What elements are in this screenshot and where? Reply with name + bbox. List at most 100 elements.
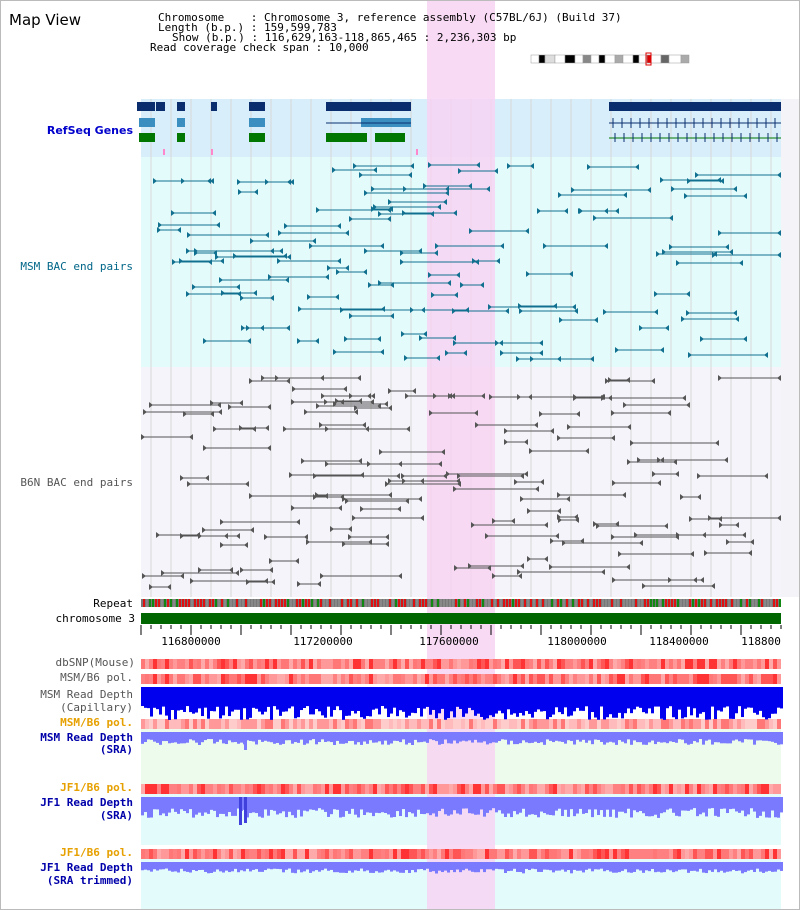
jf1-b6-pol-bin	[461, 784, 465, 794]
jf1-sra-depth-bar	[774, 797, 777, 818]
msm-sra-depth-bar	[417, 732, 420, 743]
msm-b6-pol-bin	[717, 674, 721, 684]
msm-b6-pol-2-bin	[233, 719, 237, 729]
track-label-dbsnp[interactable]: dbSNP(Mouse)	[55, 656, 135, 669]
msm-sra-depth-bar	[297, 732, 300, 743]
msm-bac-pair-end	[316, 207, 320, 213]
msm-b6-pol-2-bin	[549, 719, 553, 729]
track-label-msm-b6-pol[interactable]: MSM/B6 pol.	[60, 671, 133, 684]
ideogram-band	[530, 54, 540, 64]
repeat-element	[170, 599, 172, 607]
track-label-jf1-depth-trimmed[interactable]: JF1 Read Depth	[40, 861, 133, 874]
track-label-b6n-bac[interactable]: B6N BAC end pairs	[20, 476, 133, 489]
msm-b6-pol-bin	[173, 674, 177, 684]
msm-capillary-depth-bar	[714, 687, 717, 720]
msm-bac-pair-end	[500, 350, 504, 356]
jf1-b6-pol-bin	[521, 784, 525, 794]
track-label-msm-depth-sra[interactable]: MSM Read Depth	[40, 731, 133, 744]
jf1-b6-pol-bin	[749, 784, 753, 794]
jf1-trimmed-depth-bar	[192, 862, 195, 870]
track-label-chromosome[interactable]: chromosome 3	[55, 612, 135, 625]
msm-capillary-depth-bar	[696, 687, 699, 718]
msm-b6-pol-2-bin	[429, 719, 433, 729]
jf1-b6-pol-2-bin	[701, 849, 705, 859]
msm-sra-depth-bar	[699, 732, 702, 740]
track-label-msm-depth-capillary[interactable]: MSM Read Depth	[40, 688, 133, 701]
dbsnp-bin	[417, 659, 421, 669]
b6n-bac-pair-end	[682, 395, 686, 401]
msm-sra-depth-bar	[672, 732, 675, 742]
ideogram-band	[660, 54, 670, 64]
msm-capillary-depth-bar	[780, 687, 783, 709]
jf1-sra-depth-bar	[591, 797, 594, 818]
jf1-trimmed-depth-bar	[693, 862, 696, 871]
dbsnp-bin	[569, 659, 573, 669]
msm-bac-pair-end	[647, 187, 651, 193]
msm-capillary-depth-bar	[474, 687, 477, 716]
msm-capillary-depth-bar	[519, 687, 522, 713]
b6n-bac-pair-end	[750, 539, 754, 545]
msm-capillary-depth-bar	[429, 687, 432, 715]
b6n-bac-pair-end	[504, 428, 508, 434]
repeat-element	[296, 599, 298, 607]
msm-sra-depth-bar	[195, 732, 198, 743]
track-label-refseq[interactable]: RefSeq Genes	[46, 124, 133, 137]
jf1-sra-depth-bar	[414, 797, 417, 817]
jf1-b6-pol-bin	[405, 784, 409, 794]
jf1-sra-depth-bar	[492, 797, 495, 809]
jf1-sra-depth-bar	[351, 797, 354, 809]
msm-sra-depth-bar	[429, 732, 432, 740]
track-label-msm-bac[interactable]: MSM BAC end pairs	[20, 260, 133, 273]
track-label-jf1-depth-sra[interactable]: JF1 Read Depth	[40, 796, 133, 809]
msm-bac-pair-end	[285, 277, 289, 283]
msm-b6-pol-bin	[761, 674, 765, 684]
jf1-trimmed-depth-bar	[231, 862, 234, 872]
b6n-bac-pair-end	[777, 375, 781, 381]
jf1-trimmed-depth-bar	[255, 862, 258, 870]
track-label-repeat[interactable]: Repeat	[93, 597, 133, 610]
msm-b6-pol-bin	[693, 674, 697, 684]
dbsnp-bin	[549, 659, 553, 669]
track-label-jf1-b6-pol-2[interactable]: JF1/B6 pol.	[60, 846, 133, 859]
msm-bac-pair-end	[458, 168, 462, 174]
b6n-bac-pair-end	[340, 494, 344, 500]
track-label-jf1-b6-pol[interactable]: JF1/B6 pol.	[60, 781, 133, 794]
msm-bac-pair-end	[557, 356, 561, 362]
jf1-b6-pol-2-bin	[585, 849, 589, 859]
b6n-bac-pair-end	[429, 410, 433, 416]
jf1-sra-depth-bar	[381, 797, 384, 813]
track-label-msm-b6-pol-2[interactable]: MSM/B6 pol.	[60, 716, 133, 729]
jf1-trimmed-depth-bar	[762, 862, 765, 873]
jf1-sra-depth-bar	[777, 797, 780, 818]
msm-b6-pol-2-bin	[165, 719, 169, 729]
jf1-trimmed-depth-bar	[201, 862, 204, 870]
msm-bac-pair-end	[688, 352, 692, 358]
b6n-bac-pair-end	[527, 556, 531, 562]
jf1-sra-depth-bar	[186, 797, 189, 814]
msm-b6-pol-2-bin	[249, 719, 253, 729]
msm-capillary-depth-bar	[405, 687, 408, 718]
msm-bac-pair-end	[247, 338, 251, 344]
repeat-element	[167, 599, 169, 607]
b6n-bac-pair-end	[622, 492, 626, 498]
msm-bac-pair-end	[454, 292, 458, 298]
jf1-sra-depth-bar	[468, 797, 471, 814]
repeat-element	[770, 599, 772, 607]
jf1-b6-pol-bin	[381, 784, 385, 794]
msm-b6-pol-bin	[637, 674, 641, 684]
msm-sra-depth-bar	[423, 732, 426, 742]
repeat-element	[185, 599, 187, 607]
repeat-element	[365, 599, 367, 607]
jf1-b6-pol-2-bin	[233, 849, 237, 859]
jf1-b6-pol-bin	[673, 784, 677, 794]
jf1-b6-pol-2-bin	[465, 849, 469, 859]
repeat-element	[743, 599, 745, 607]
dbsnp-bin	[341, 659, 345, 669]
jf1-b6-pol-2-bin	[277, 849, 281, 859]
msm-b6-pol-2-bin	[309, 719, 313, 729]
jf1-sra-depth-bar	[402, 797, 405, 810]
dbsnp-bin	[369, 659, 373, 669]
jf1-b6-pol-bin	[597, 784, 601, 794]
b6n-bac-pair-end	[492, 518, 496, 524]
